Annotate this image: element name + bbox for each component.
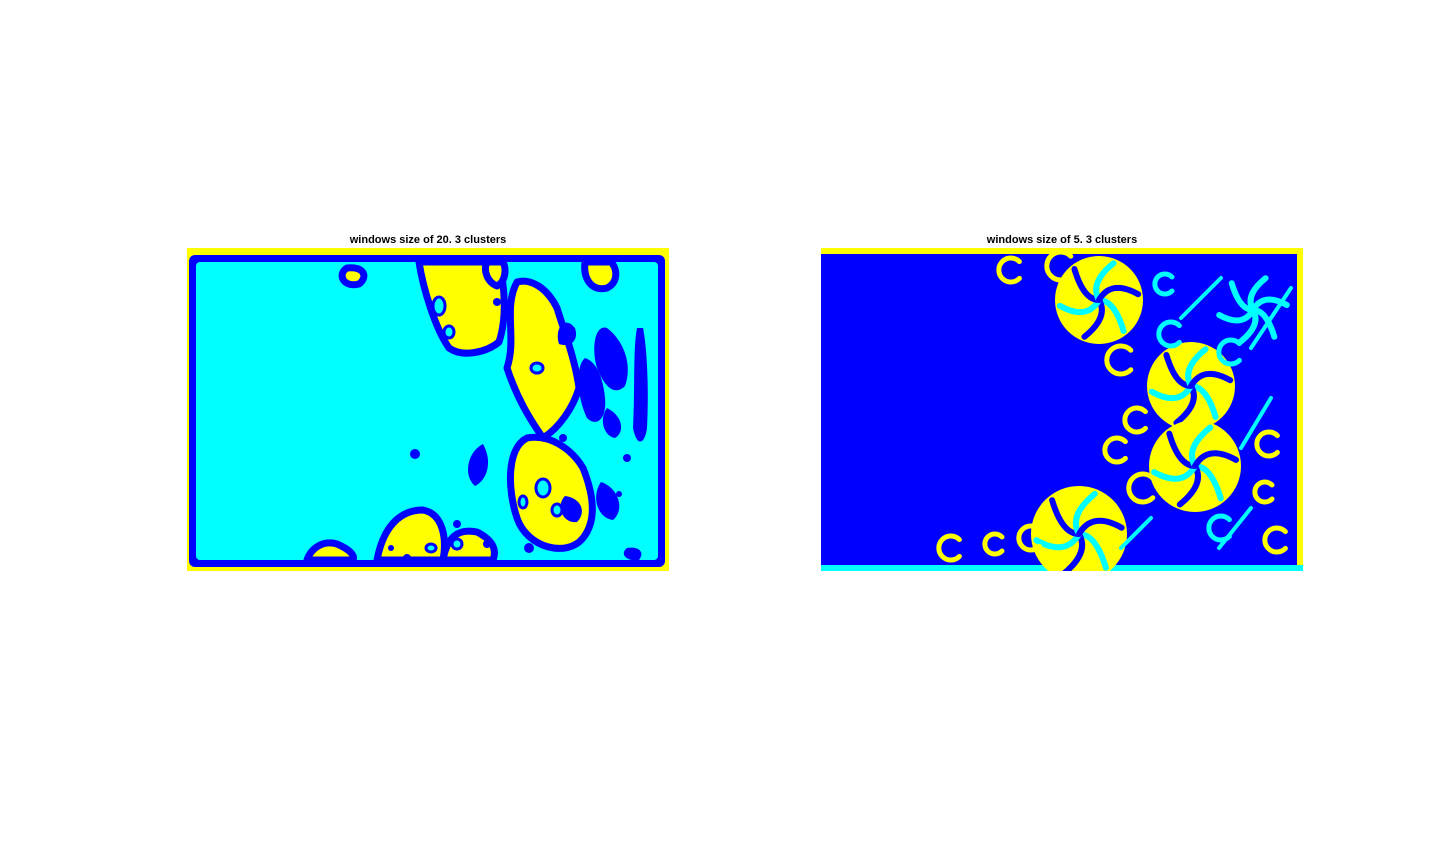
crescent-arc — [982, 531, 1005, 557]
cyan-pocket — [424, 542, 438, 554]
cyan-pocket — [534, 477, 552, 499]
cyan-streak — [1179, 276, 1223, 320]
blue-cluster-island — [594, 327, 628, 391]
cyan-streak — [1217, 506, 1253, 550]
swirl-arm — [1056, 297, 1102, 316]
swirl-arm — [1188, 370, 1234, 389]
yellow-cluster-blob — [338, 264, 368, 289]
crescent-arc — [1216, 337, 1242, 367]
cyan-streak — [1249, 286, 1293, 350]
yellow-cluster-blob — [581, 258, 620, 293]
blue-cluster-island — [602, 408, 622, 438]
blue-dot — [388, 545, 394, 551]
panel-right-title: windows size of 5. 3 clusters — [986, 234, 1138, 246]
blue-cluster-island — [560, 496, 582, 523]
blue-dot — [616, 491, 622, 497]
blue-cluster-island — [633, 328, 648, 442]
yellow-cluster-blob — [503, 277, 583, 442]
swirl-arm — [1151, 463, 1198, 482]
cyan-pocket — [529, 361, 545, 375]
cyan-streak — [1119, 516, 1153, 550]
crescent-arc — [1206, 513, 1232, 543]
crescent-arc — [1104, 343, 1134, 377]
blue-cluster-island — [578, 358, 606, 422]
crescent-arc — [1152, 271, 1175, 297]
crescent-arc — [1254, 429, 1280, 459]
panel-right-cluster-map — [821, 248, 1303, 571]
cyan-pocket — [550, 502, 564, 518]
swirl-arm — [1148, 383, 1194, 402]
blue-dot — [524, 543, 534, 553]
blue-dot — [559, 434, 567, 442]
yellow-cluster-blob — [481, 258, 509, 290]
cyan-pocket — [442, 324, 456, 340]
cyan-streak — [1239, 396, 1273, 450]
panel-left-title: windows size of 20. 3 clusters — [349, 234, 507, 246]
crescent-arc — [1016, 523, 1042, 553]
crescent-arc — [1262, 525, 1288, 555]
crescent-arc — [1102, 435, 1128, 465]
blue-dot — [623, 454, 631, 462]
crescent-arc — [996, 255, 1022, 285]
cyan-pocket — [450, 537, 464, 551]
crescent-arc — [1126, 471, 1156, 505]
swirl-arm — [1076, 517, 1125, 537]
crescent-arc — [1122, 405, 1148, 435]
crescent-arc — [1156, 319, 1182, 349]
blue-cluster-island — [468, 444, 489, 486]
swirl-arm — [1192, 450, 1239, 469]
blue-dot — [483, 540, 491, 548]
blue-dot — [403, 554, 411, 562]
yellow-cluster-blob — [415, 258, 508, 357]
swirl-arm — [1096, 284, 1142, 303]
crescent-arc — [1252, 479, 1275, 505]
crescent-arc — [936, 533, 962, 563]
crescent-arc — [1044, 249, 1074, 283]
blue-cluster-island — [623, 547, 642, 561]
cyan-pocket — [517, 494, 529, 510]
yellow-cluster-blob — [303, 539, 357, 564]
cyan-pocket — [431, 295, 447, 317]
blue-cluster-island — [596, 482, 620, 520]
blue-dot — [410, 449, 420, 459]
blue-cluster-island — [557, 322, 577, 346]
swirl-arm — [1033, 531, 1082, 551]
blue-dot — [453, 520, 461, 528]
blue-dot — [493, 298, 501, 306]
panel-left-cluster-map — [187, 248, 669, 571]
